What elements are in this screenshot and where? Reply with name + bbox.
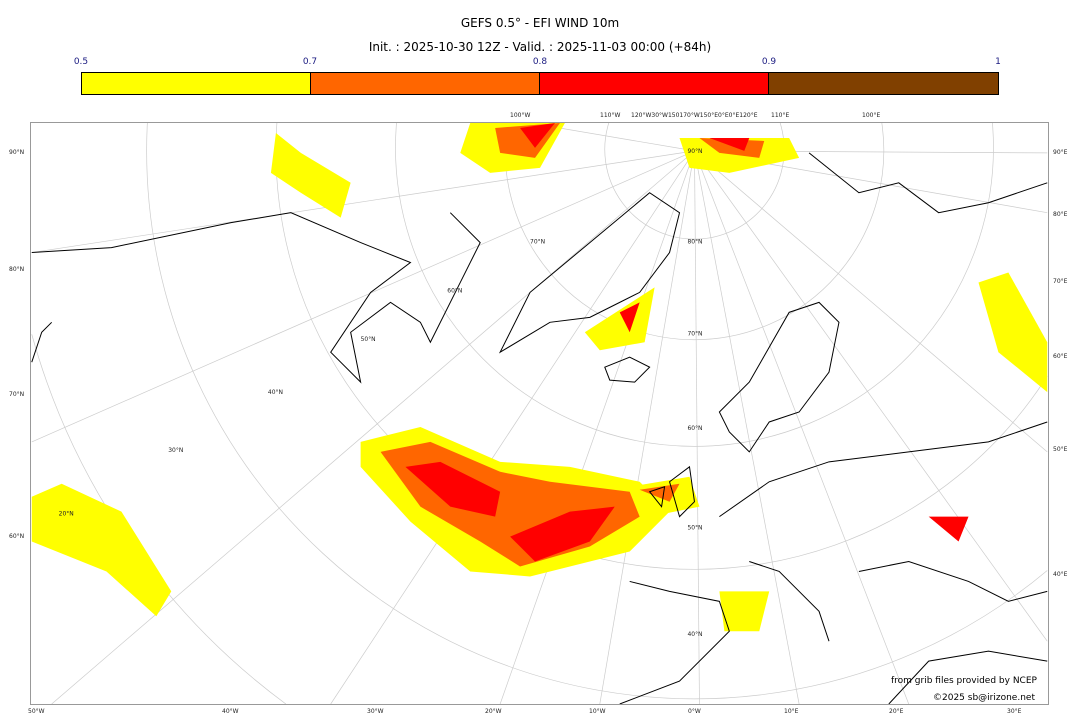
inner-lat-label: 40°N — [268, 389, 283, 396]
bottom-lon-label: 20°W — [485, 708, 502, 715]
efi-shading — [31, 123, 1048, 632]
right-lat-label: 50°E — [1053, 446, 1068, 453]
right-lat-label: 70°E — [1053, 278, 1068, 285]
top-lon-label: 120°W30°W150170°W150°E0°E0°E120°E — [631, 112, 758, 119]
left-lat-label: 60°N — [9, 533, 25, 540]
bottom-lon-label: 30°E — [1007, 708, 1022, 715]
bottom-lon-label: 20°E — [889, 708, 904, 715]
map-canvas: 90°N 80°N 70°N 60°N 50°N 40°N 70°N 60°N … — [31, 123, 1048, 704]
left-lat-label: 90°N — [9, 149, 25, 156]
top-lon-label: 110°W — [600, 112, 621, 119]
colorbar-segment — [540, 73, 769, 94]
inner-lat-label: 30°N — [168, 447, 183, 454]
left-lat-label: 70°N — [9, 391, 25, 398]
bottom-lon-label: 30°W — [367, 708, 384, 715]
bottom-lon-label: 10°E — [784, 708, 799, 715]
inner-lat-label: 80°N — [687, 239, 702, 246]
inner-lat-label: 70°N — [687, 330, 702, 337]
copyright: ©2025 sb@irizone.net — [933, 693, 1035, 703]
right-lat-label: 60°E — [1053, 353, 1068, 360]
colorbar-tick: 0.8 — [532, 57, 548, 67]
colorbar-tick: 1 — [995, 57, 1001, 67]
coastlines — [31, 152, 1048, 704]
right-lat-label: 40°E — [1053, 571, 1068, 578]
colorbar-segment — [311, 73, 540, 94]
inner-lat-label: 20°N — [59, 511, 74, 518]
right-lat-label: 80°E — [1053, 211, 1068, 218]
bottom-lon-label: 0°W — [688, 708, 701, 715]
top-lon-label: 100°W — [510, 112, 531, 119]
bottom-lon-label: 50°W — [28, 708, 45, 715]
bottom-lon-label: 40°W — [222, 708, 239, 715]
inner-lat-label: 50°N — [361, 336, 376, 343]
left-lat-label: 80°N — [9, 266, 25, 273]
bottom-lon-label: 10°W — [589, 708, 606, 715]
top-lon-label: 100°E — [862, 112, 881, 119]
colorbar — [81, 72, 999, 95]
inner-lat-label: 70°N — [530, 239, 545, 246]
inner-lat-label: 60°N — [447, 287, 462, 294]
map-panel[interactable]: 90°N 80°N 70°N 60°N 50°N 40°N 70°N 60°N … — [30, 122, 1049, 705]
colorbar-tick: 0.5 — [73, 57, 89, 67]
colorbar-tick: 0.7 — [302, 57, 318, 67]
colorbar-tick: 0.9 — [761, 57, 777, 67]
source-credit: from grib files provided by NCEP — [891, 676, 1037, 686]
colorbar-segment — [769, 73, 998, 94]
inner-lat-label: 60°N — [687, 425, 702, 432]
colorbar-segment — [82, 73, 311, 94]
inner-lat-label: 50°N — [687, 525, 702, 532]
map-title: GEFS 0.5° - EFI WIND 10m — [460, 16, 620, 30]
top-lon-label: 110°E — [771, 112, 790, 119]
graticule — [31, 123, 1048, 704]
map-subtitle: Init. : 2025-10-30 12Z - Valid. : 2025-1… — [368, 40, 712, 54]
inner-lat-label: 40°N — [687, 631, 702, 638]
inner-lat-labels: 90°N 80°N 70°N 60°N 50°N 40°N 70°N 60°N … — [59, 148, 703, 638]
right-lat-label: 90°E — [1053, 149, 1068, 156]
inner-lat-label: 90°N — [687, 148, 702, 155]
